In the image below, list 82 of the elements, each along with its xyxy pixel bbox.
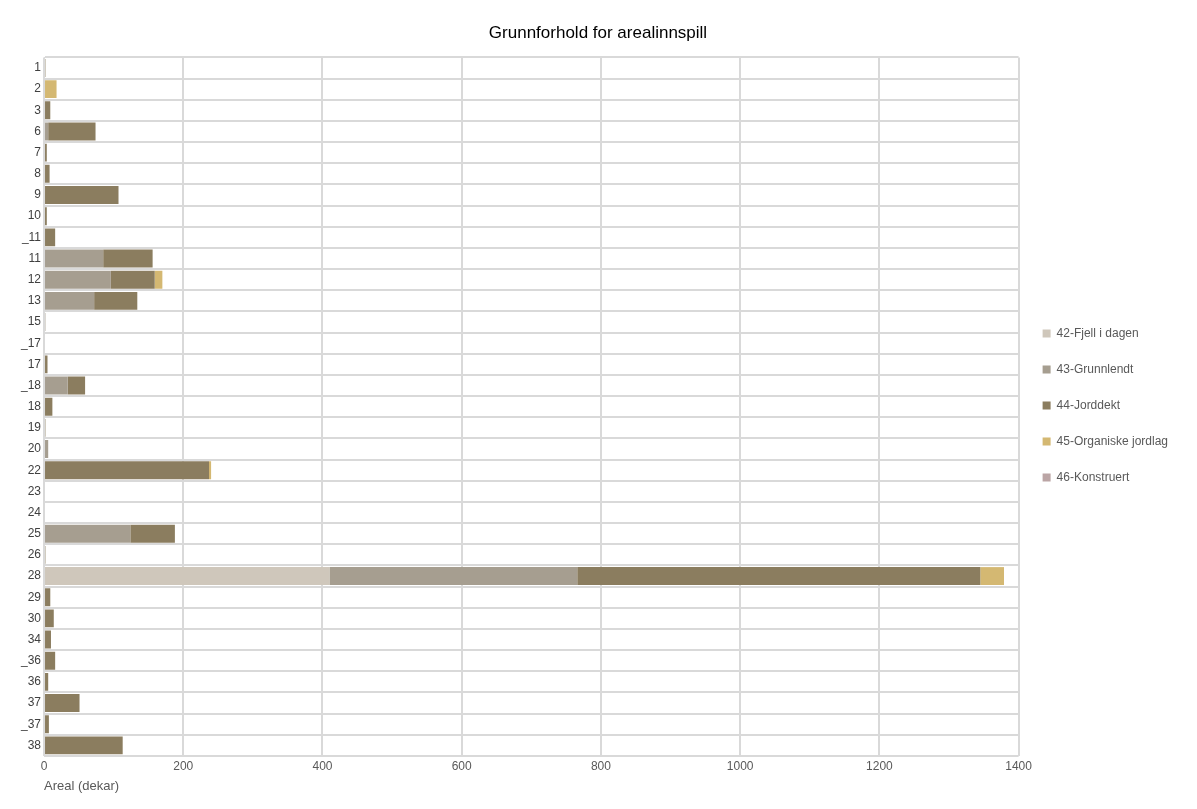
x-tick-label: 0 xyxy=(40,758,48,773)
bar xyxy=(45,355,48,374)
y-tick-label: _36 xyxy=(19,653,42,668)
y-tick-label: 13 xyxy=(27,293,42,308)
legend-label: 45-Organiske jordlag xyxy=(1056,433,1169,448)
bar xyxy=(48,122,96,141)
bar xyxy=(45,588,51,607)
y-tick-label: 23 xyxy=(27,483,42,498)
bar xyxy=(103,249,153,268)
legend-label: 44-Jorddekt xyxy=(1056,397,1121,412)
legend-label: 42-Fjell i dagen xyxy=(1056,325,1139,340)
bar xyxy=(45,630,51,649)
bar xyxy=(45,461,210,480)
y-tick-label: 1 xyxy=(34,60,42,75)
y-tick-label: 19 xyxy=(27,420,42,435)
bar xyxy=(45,651,56,670)
bar xyxy=(45,672,49,691)
bar xyxy=(67,376,86,395)
y-tick-label: 2 xyxy=(34,81,42,96)
y-tick-label: 24 xyxy=(27,504,42,519)
bar xyxy=(45,524,131,543)
y-tick-label: 28 xyxy=(27,568,42,583)
bar xyxy=(209,461,212,480)
x-tick-label: 800 xyxy=(590,758,612,773)
y-tick-label: _17 xyxy=(19,335,42,350)
x-tick-label: 200 xyxy=(173,758,194,773)
bar xyxy=(110,270,155,289)
bar xyxy=(45,249,104,268)
bar xyxy=(45,291,95,310)
y-tick-label: 30 xyxy=(27,610,42,625)
bar xyxy=(130,524,175,543)
y-tick-label: 38 xyxy=(27,737,42,752)
bar xyxy=(45,101,51,120)
y-tick-label: 10 xyxy=(27,208,42,223)
bar xyxy=(45,270,111,289)
y-tick-label: 12 xyxy=(27,271,42,286)
bar xyxy=(980,567,1004,586)
legend-label: 43-Grunnlendt xyxy=(1056,361,1134,376)
y-tick-label: 25 xyxy=(27,526,42,541)
x-tick-label: 1200 xyxy=(866,758,894,773)
y-tick-label: 22 xyxy=(27,462,42,477)
y-tick-label: 20 xyxy=(27,441,42,456)
x-axis-title: Areal (dekar) xyxy=(44,777,120,793)
bar xyxy=(329,567,578,586)
y-tick-label: 8 xyxy=(34,166,42,181)
bar xyxy=(45,609,54,628)
bar xyxy=(45,440,49,458)
bar xyxy=(154,270,163,289)
y-tick-label: 9 xyxy=(34,187,42,202)
y-tick-label: 37 xyxy=(27,695,42,710)
y-tick-label: 17 xyxy=(27,356,42,371)
y-tick-label: _37 xyxy=(19,716,42,731)
y-tick-label: 3 xyxy=(34,102,42,117)
bar xyxy=(45,376,68,395)
bar xyxy=(45,715,49,734)
bar xyxy=(45,164,50,183)
x-tick-label: 600 xyxy=(451,758,473,773)
bar xyxy=(45,228,56,247)
y-tick-label: 7 xyxy=(34,144,42,159)
bar xyxy=(94,291,138,310)
y-tick-label: 36 xyxy=(27,674,42,689)
bar xyxy=(45,694,80,713)
chart-title: Grunnforhold for arealinnspill xyxy=(488,22,708,42)
bar xyxy=(45,186,119,204)
y-tick-label: 11 xyxy=(28,250,42,265)
bar xyxy=(45,80,57,99)
y-tick-label: 15 xyxy=(27,314,42,329)
y-tick-label: _18 xyxy=(19,377,42,392)
x-tick-label: 1000 xyxy=(726,758,754,773)
y-tick-label: _11 xyxy=(20,229,42,244)
x-tick-label: 400 xyxy=(312,758,333,773)
y-tick-label: 34 xyxy=(27,631,42,646)
bar xyxy=(45,567,330,586)
bar xyxy=(577,567,981,586)
y-tick-label: 18 xyxy=(27,399,42,414)
y-tick-label: 26 xyxy=(27,547,42,562)
legend-label: 46-Konstruert xyxy=(1056,469,1130,484)
bar xyxy=(45,397,53,416)
x-tick-label: 1400 xyxy=(1005,758,1033,773)
y-tick-label: 29 xyxy=(27,589,42,604)
y-tick-label: 6 xyxy=(34,123,42,138)
bar xyxy=(45,736,123,755)
